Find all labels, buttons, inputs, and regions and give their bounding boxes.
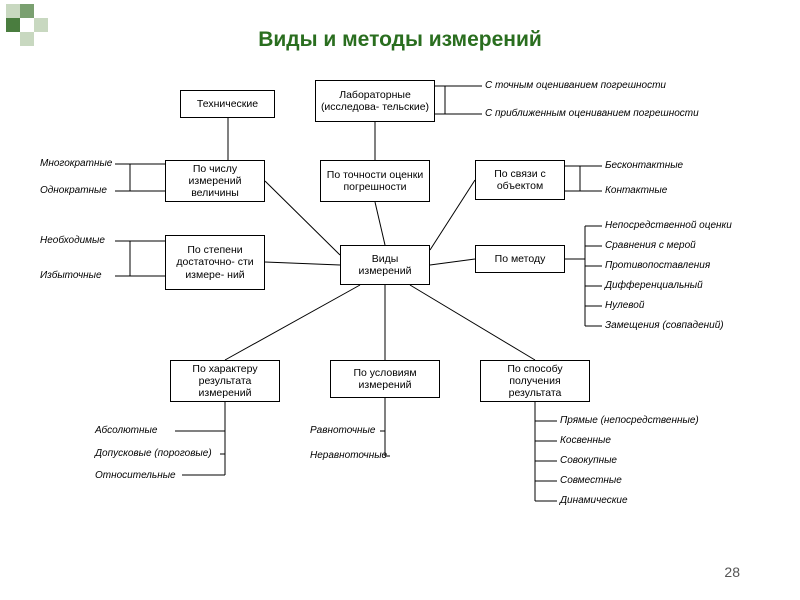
node-bot_obtain: По способу получения результата <box>480 360 590 402</box>
node-bot_cond: По условиям измерений <box>330 360 440 398</box>
node-mid_suffic: По степени достаточно- сти измере- ний <box>165 235 265 290</box>
leaf-l_cont2: Контактные <box>605 185 667 196</box>
node-top_lab: Лабораторные (исследова- тельские) <box>315 80 435 122</box>
leaf-l_count1: Многократные <box>40 158 112 169</box>
node-center: Виды измерений <box>340 245 430 285</box>
leaf-l_suff2: Избыточные <box>40 270 102 281</box>
page-title: Виды и методы измерений <box>258 28 542 52</box>
leaf-l_cont1: Бесконтактные <box>605 160 683 171</box>
deco-square <box>20 4 34 18</box>
connector-lines <box>0 70 800 560</box>
leaf-l_lab2: С приближенным оцениванием погрешности <box>485 108 699 119</box>
leaf-l_m1: Непосредственной оценки <box>605 220 732 231</box>
leaf-l_nat3: Относительные <box>95 470 176 481</box>
leaf-l_m3: Противопоставления <box>605 260 710 271</box>
leaf-l_m5: Нулевой <box>605 300 644 311</box>
leaf-l_m6: Замещения (совпадений) <box>605 320 724 331</box>
leaf-l_count2: Однократные <box>40 185 107 196</box>
leaf-l_lab1: С точным оцениванием погрешности <box>485 80 666 91</box>
leaf-l_ob3: Совокупные <box>560 455 617 466</box>
node-top_contact: По связи с объектом <box>475 160 565 200</box>
leaf-l_ob5: Динамические <box>560 495 628 506</box>
node-top_accuracy: По точности оценки погрешности <box>320 160 430 202</box>
leaf-l_ob1: Прямые (непосредственные) <box>560 415 699 426</box>
deco-square <box>6 4 20 18</box>
leaf-l_m2: Сравнения с мерой <box>605 240 696 251</box>
leaf-l_m4: Дифференциальный <box>605 280 703 291</box>
leaf-l_ob2: Косвенные <box>560 435 611 446</box>
node-bot_nature: По характеру результата измерений <box>170 360 280 402</box>
leaf-l_suff1: Необходимые <box>40 235 105 246</box>
node-top_tech: Технические <box>180 90 275 118</box>
node-mid_method: По методу <box>475 245 565 273</box>
deco-square <box>34 18 48 32</box>
deco-square <box>20 32 34 46</box>
leaf-l_cond1: Равноточные <box>310 425 375 436</box>
page-number: 28 <box>724 564 740 580</box>
leaf-l_nat1: Абсолютные <box>95 425 157 436</box>
leaf-l_cond2: Неравноточные <box>310 450 387 461</box>
deco-square <box>6 18 20 32</box>
node-top_count: По числу измерений величины <box>165 160 265 202</box>
leaf-l_nat2: Допусковые (пороговые) <box>95 448 212 459</box>
diagram-canvas: Виды измерений Технические Лабораторные (и… <box>0 70 800 560</box>
leaf-l_ob4: Совместные <box>560 475 622 486</box>
